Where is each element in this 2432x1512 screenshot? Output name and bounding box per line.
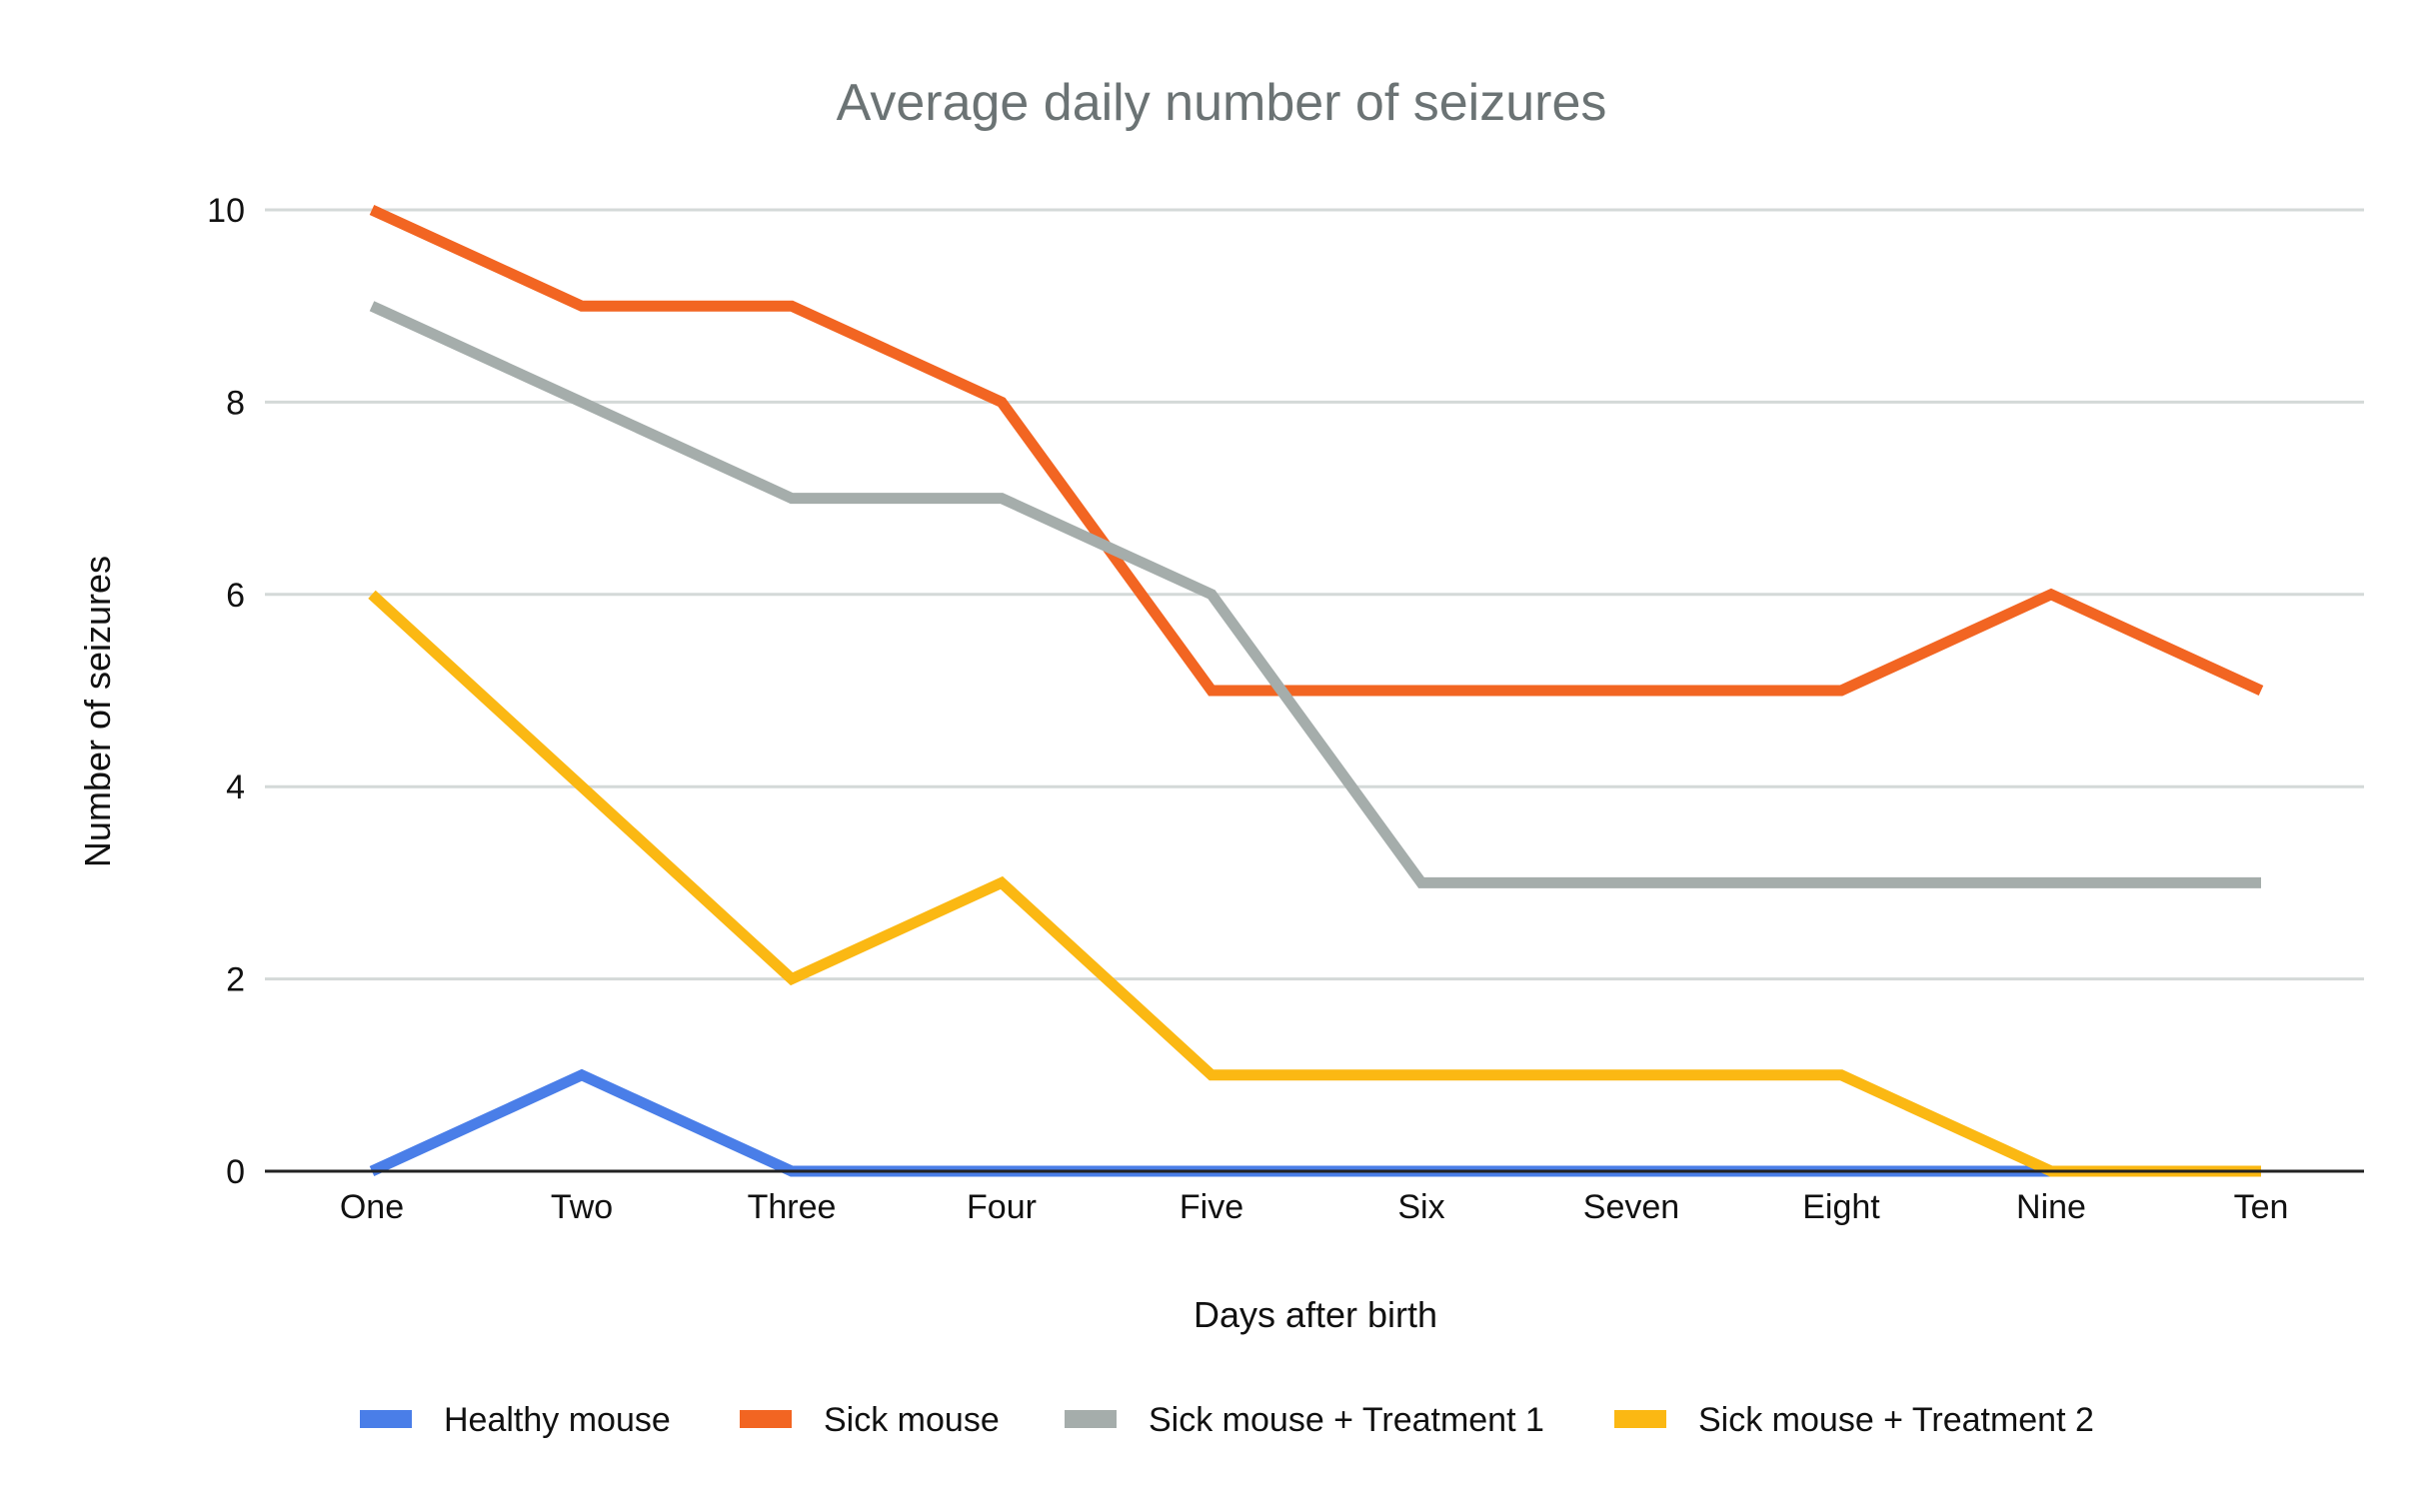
x-tick-label: Ten — [2234, 1188, 2289, 1226]
gridlines — [265, 208, 2364, 981]
x-tick-label: One — [340, 1188, 404, 1226]
x-axis-ticks: One Two Three Four Five Six Seven Eight Nine Ten — [340, 1188, 2289, 1226]
y-axis-ticks: 0 2 4 6 8 10 — [207, 192, 245, 1191]
x-tick-label: Six — [1397, 1188, 1444, 1226]
legend-swatch — [360, 1410, 412, 1428]
x-tick-label: Two — [551, 1188, 613, 1226]
series-line-2 — [369, 301, 2261, 888]
legend-label: Sick mouse + Treatment 2 — [1698, 1401, 2094, 1439]
series-line-0 — [369, 1068, 2261, 1177]
series-line-1 — [369, 204, 2264, 697]
x-tick-label: Four — [967, 1188, 1037, 1226]
legend: Healthy mouse Sick mouse Sick mouse + Trea… — [360, 1401, 2094, 1439]
x-tick-label: Three — [748, 1188, 837, 1226]
x-tick-label: Eight — [1802, 1188, 1880, 1226]
legend-swatch — [740, 1410, 792, 1428]
x-tick-label: Nine — [2016, 1188, 2086, 1226]
legend-swatch — [1065, 1410, 1117, 1428]
legend-swatch — [1614, 1410, 1666, 1428]
y-tick-label: 10 — [207, 192, 245, 230]
y-tick-label: 6 — [226, 577, 245, 615]
x-tick-label: Seven — [1583, 1188, 1679, 1226]
x-axis-title: Days after birth — [1194, 1294, 1437, 1335]
legend-label: Healthy mouse — [444, 1401, 671, 1439]
y-tick-label: 4 — [226, 768, 245, 806]
legend-label: Sick mouse — [824, 1401, 1000, 1439]
y-tick-label: 8 — [226, 384, 245, 422]
y-tick-label: 0 — [226, 1153, 245, 1191]
legend-label: Sick mouse + Treatment 1 — [1149, 1401, 1544, 1439]
y-axis-title: Number of seizures — [77, 556, 118, 867]
series-line-3 — [368, 590, 2261, 1177]
y-tick-label: 2 — [226, 961, 245, 999]
x-tick-label: Five — [1180, 1188, 1243, 1226]
chart-title: Average daily number of seizures — [837, 74, 1607, 132]
series-lines — [368, 204, 2264, 1177]
